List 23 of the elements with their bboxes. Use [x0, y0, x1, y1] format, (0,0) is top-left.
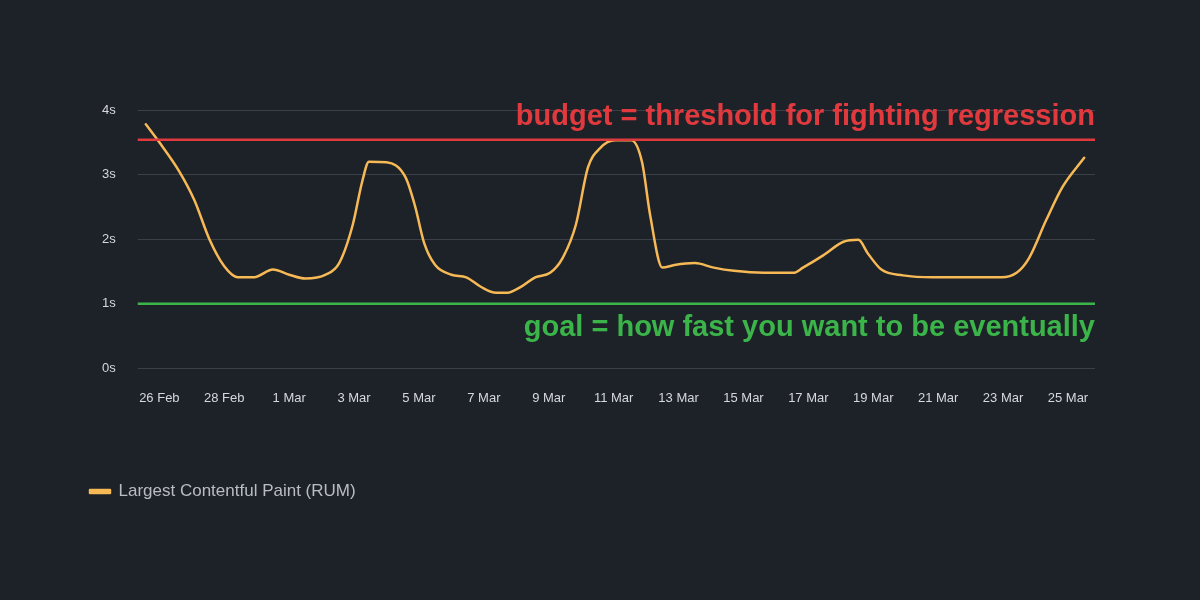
x-tick-label: 26 Feb	[139, 389, 180, 405]
x-tick-label: 23 Mar	[982, 389, 1024, 405]
legend-label: Largest Contentful Paint (RUM)	[118, 481, 356, 501]
x-tick-label: 17 Mar	[788, 389, 830, 405]
x-tick-label: 3 Mar	[337, 389, 372, 405]
x-tick-label: 5 Mar	[402, 389, 437, 405]
x-tick-label: 11 Mar	[593, 389, 635, 405]
y-tick-label: 3s	[102, 166, 117, 182]
ref-line-label: goal = how fast you want to be eventually	[523, 310, 1095, 343]
x-tick-label: 15 Mar	[723, 389, 765, 405]
y-tick-label: 0s	[102, 359, 117, 375]
x-tick-label: 7 Mar	[467, 389, 502, 405]
y-tick-label: 1s	[102, 295, 117, 311]
ref-line-label: budget = threshold for fighting regression	[515, 99, 1095, 132]
x-tick-label: 9 Mar	[532, 389, 567, 405]
x-tick-label: 1 Mar	[272, 389, 307, 405]
y-tick-label: 4s	[102, 101, 117, 117]
x-tick-label: 21 Mar	[917, 389, 960, 405]
x-tick-label: 25 Mar	[1047, 389, 1089, 405]
x-tick-label: 19 Mar	[853, 389, 895, 405]
x-tick-label: 13 Mar	[658, 389, 700, 405]
y-tick-label: 2s	[102, 230, 117, 246]
x-tick-label: 28 Feb	[204, 389, 245, 405]
